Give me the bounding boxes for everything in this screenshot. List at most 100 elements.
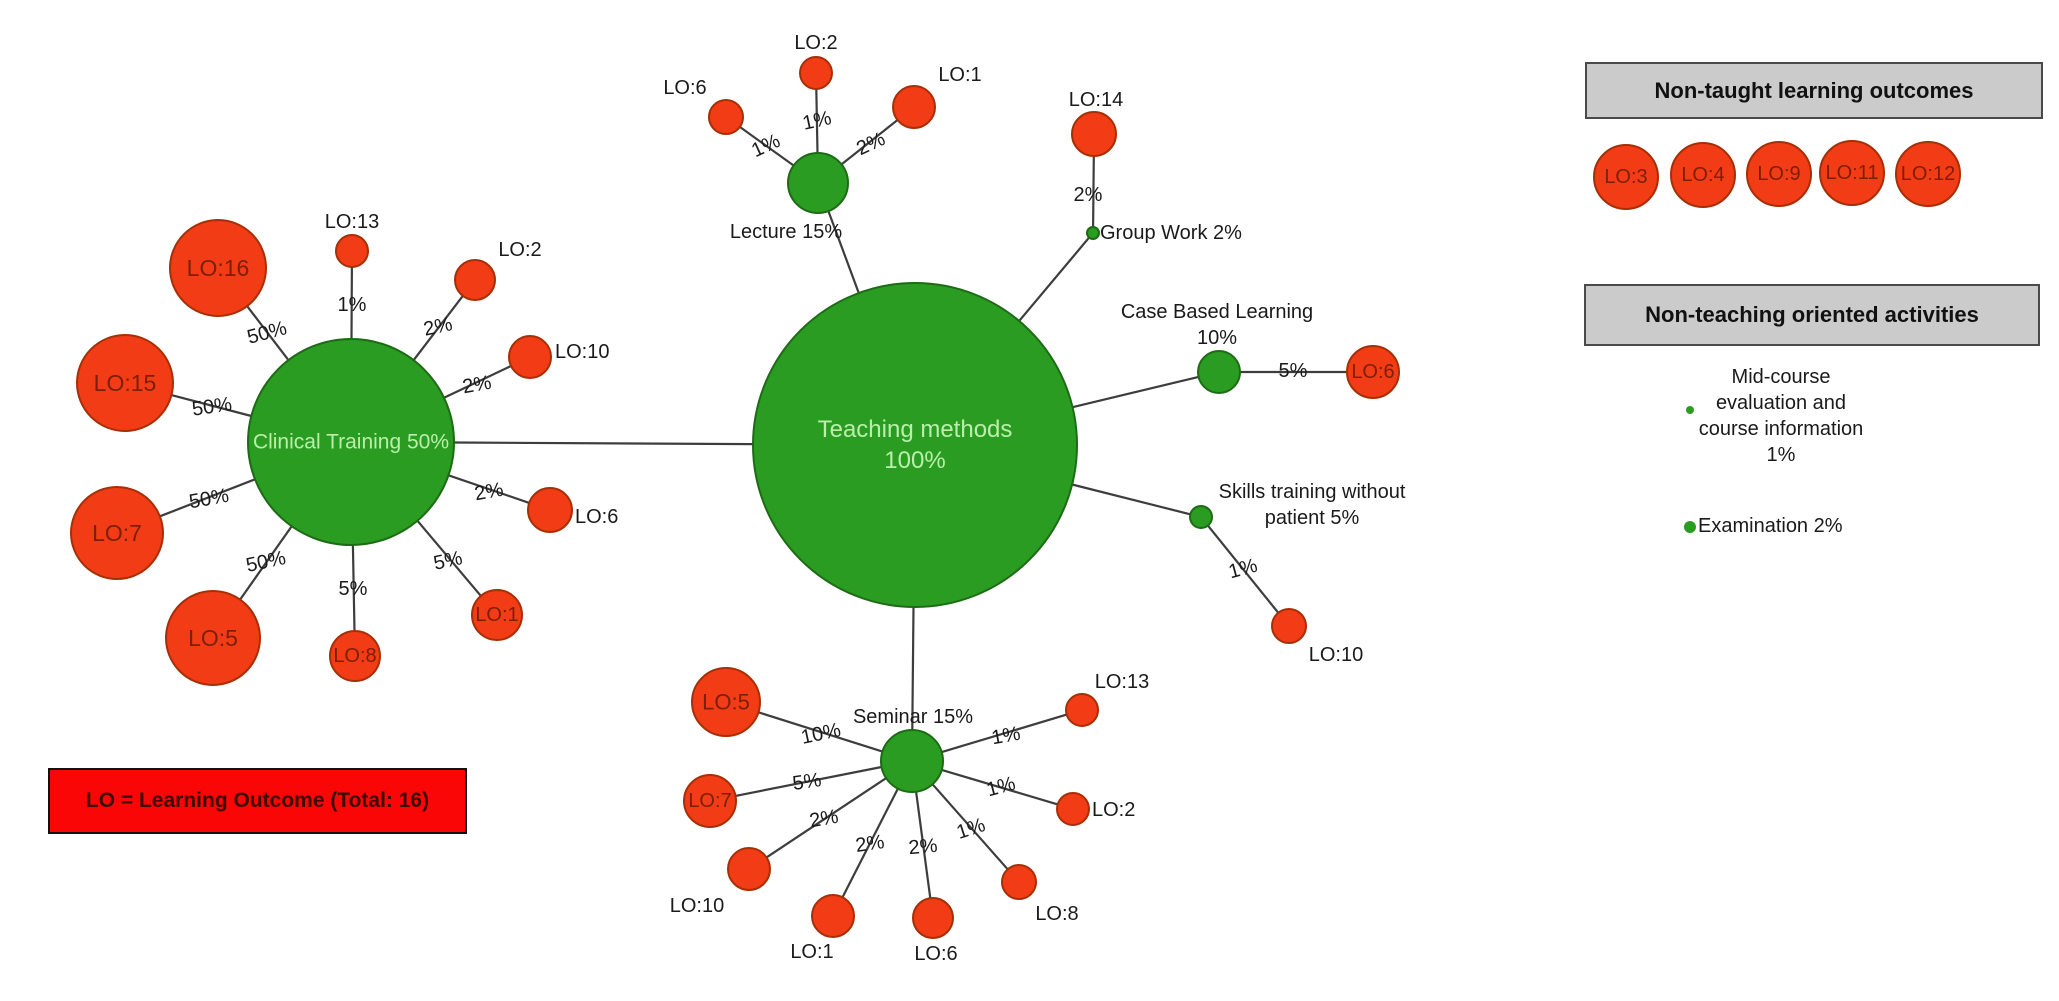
edge-lecture-lec_lo1 xyxy=(840,119,899,166)
edge-label-clinical-cl_lo15: 50% xyxy=(191,393,234,420)
label-cl_lo16: LO:16 xyxy=(187,255,250,281)
label-groupwork: Group Work 2% xyxy=(1100,222,1242,244)
node-cl_lo6 xyxy=(527,487,573,533)
label-se_lo8: LO:8 xyxy=(1035,903,1078,925)
midcourse-line-1: Mid-course xyxy=(1731,366,1831,388)
node-se_lo6 xyxy=(912,897,954,939)
edge-label-seminar-se_lo2: 1% xyxy=(984,773,1018,802)
edge-skills-sk_lo10 xyxy=(1207,524,1280,614)
label-cl_lo5: LO:5 xyxy=(188,625,238,651)
node-nt_lo4 xyxy=(1670,142,1736,208)
label-cl_lo2: LO:2 xyxy=(498,239,541,261)
non-taught-panel: Non-taught learning outcomes xyxy=(1585,62,2043,119)
edge-label-clinical-cl_lo8: 5% xyxy=(339,578,368,600)
edge-seminar-se_lo13 xyxy=(941,713,1068,754)
node-teaching xyxy=(752,282,1078,608)
edge-label-cbl-cbl_lo6: 5% xyxy=(1279,360,1308,382)
midcourse-line-3: course information xyxy=(1698,418,1864,440)
node-cbl_lo6 xyxy=(1346,345,1400,399)
edge-teaching-skills xyxy=(1071,483,1191,516)
midcourse-activity-label: Mid-course evaluation and course informa… xyxy=(1686,364,1876,468)
node-nt_lo11 xyxy=(1819,140,1885,206)
edge-label-seminar-se_lo8: 1% xyxy=(954,814,988,844)
edge-seminar-se_lo5 xyxy=(758,711,883,753)
node-cl_lo10 xyxy=(508,335,552,379)
edge-teaching-cbl xyxy=(1072,375,1199,409)
node-nt_lo9 xyxy=(1746,141,1812,207)
label-se_lo1: LO:1 xyxy=(790,941,833,963)
edge-label-seminar-se_lo6: 2% xyxy=(908,835,939,859)
label-lecture: Lecture 15% xyxy=(730,221,843,243)
edge-teaching-groupwork xyxy=(1018,236,1090,322)
node-lec_lo2 xyxy=(799,56,833,90)
node-se_lo13 xyxy=(1065,693,1099,727)
edge-label-clinical-cl_lo13: 1% xyxy=(338,294,367,316)
label-cl_lo13: LO:13 xyxy=(325,211,379,233)
node-se_lo2 xyxy=(1056,792,1090,826)
label-nt_lo9: LO:9 xyxy=(1757,163,1800,185)
edge-clinical-teaching xyxy=(453,441,754,446)
midcourse-dot-icon xyxy=(1686,406,1694,414)
node-nt_lo3 xyxy=(1593,144,1659,210)
lo-note-text: LO = Learning Outcome (Total: 16) xyxy=(85,789,430,812)
label-se_lo13: LO:13 xyxy=(1095,671,1149,693)
edge-label-clinical-cl_lo16: 50% xyxy=(245,317,290,349)
edge-label-clinical-cl_lo7: 50% xyxy=(187,485,230,514)
edge-seminar-se_lo1 xyxy=(841,788,899,898)
edge-clinical-cl_lo10 xyxy=(443,365,512,399)
node-skills xyxy=(1189,505,1213,529)
label-se_lo10: LO:10 xyxy=(670,895,724,917)
edge-teaching-lecture xyxy=(827,210,860,294)
edge-label-clinical-cl_lo5: 50% xyxy=(244,547,288,577)
examination-activity-label: Examination 2% xyxy=(1698,515,1843,537)
examination-dot-icon xyxy=(1684,521,1696,533)
label-cl_lo7: LO:7 xyxy=(92,520,142,546)
midcourse-line-2: evaluation and xyxy=(1715,392,1847,414)
label-skills: Skills training without xyxy=(1219,481,1406,503)
label-cl_lo10: LO:10 xyxy=(555,341,609,363)
label-nt_lo4: LO:4 xyxy=(1681,164,1724,186)
label-lec_lo1: LO:1 xyxy=(938,64,981,86)
node-seminar xyxy=(880,729,944,793)
edge-seminar-se_lo2 xyxy=(941,768,1059,806)
edge-teaching-seminar xyxy=(911,606,915,731)
label-se_lo2: LO:2 xyxy=(1092,799,1135,821)
node-se_lo8 xyxy=(1001,864,1037,900)
label-cl_lo15: LO:15 xyxy=(94,370,157,396)
edge-groupwork-gw_lo14 xyxy=(1092,155,1095,228)
label-clinical: Clinical Training 50% xyxy=(253,431,449,454)
edge-label-lecture-lec_lo2: 1% xyxy=(801,107,834,135)
edge-seminar-se_lo10 xyxy=(765,777,887,859)
node-cl_lo5 xyxy=(165,590,261,686)
edge-clinical-cl_lo8 xyxy=(351,544,356,632)
label-cbl: Case Based Learning xyxy=(1121,301,1313,323)
node-nt_lo12 xyxy=(1895,141,1961,207)
edge-clinical-cl_lo16 xyxy=(246,305,290,361)
edge-label-seminar-se_lo5: 10% xyxy=(799,719,843,749)
node-cl_lo13 xyxy=(335,234,369,268)
label-cl_lo1: LO:1 xyxy=(475,604,518,626)
node-cbl xyxy=(1197,350,1241,394)
label-nt_lo3: LO:3 xyxy=(1604,166,1647,188)
edge-clinical-cl_lo15 xyxy=(171,394,252,418)
label-sk_lo10: LO:10 xyxy=(1309,644,1363,666)
label-se_lo6: LO:6 xyxy=(914,943,957,965)
edge-lecture-lec_lo2 xyxy=(815,88,819,154)
node-cl_lo15 xyxy=(76,334,174,432)
label-nt_lo11: LO:11 xyxy=(1826,162,1879,184)
label-cl_lo8: LO:8 xyxy=(333,645,376,667)
non-taught-title: Non-taught learning outcomes xyxy=(1654,77,1974,103)
label-teaching: 100% xyxy=(884,447,945,474)
edge-label-lecture-lec_lo6: 1% xyxy=(748,130,784,162)
label-se_lo7: LO:7 xyxy=(688,790,731,812)
label-lec_lo2: LO:2 xyxy=(794,32,837,54)
node-se_lo5 xyxy=(691,667,761,737)
node-sk_lo10 xyxy=(1271,608,1307,644)
edge-label-groupwork-gw_lo14: 2% xyxy=(1074,184,1103,206)
edge-seminar-se_lo8 xyxy=(931,783,1009,871)
node-lec_lo1 xyxy=(892,85,936,129)
edge-lecture-lec_lo6 xyxy=(739,126,795,167)
edge-label-clinical-cl_lo6: 2% xyxy=(473,479,506,506)
